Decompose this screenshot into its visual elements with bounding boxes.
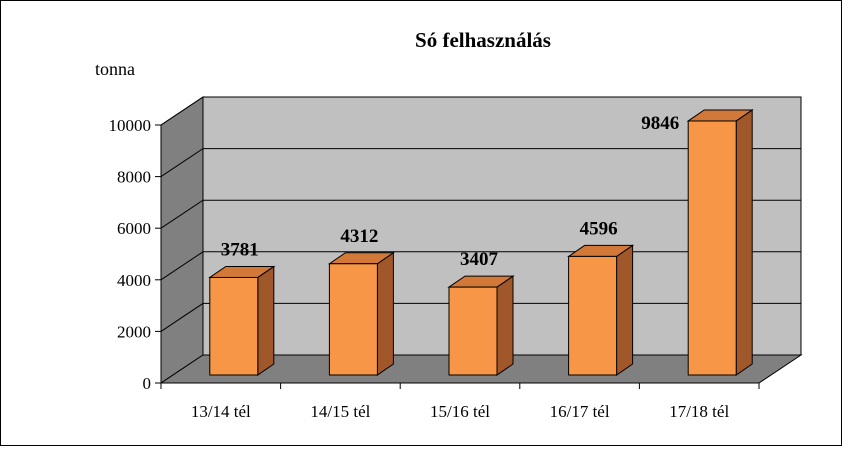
bar-front: [328, 263, 378, 376]
bar-side: [616, 244, 634, 376]
data-label: 4596: [580, 218, 618, 239]
side-wall: [160, 96, 204, 384]
data-label: 3407: [460, 249, 499, 270]
labels: 3781 13/14 tél 4312 14/15 tél 3407 15/16 tél 4…: [191, 113, 730, 421]
bar: [686, 109, 754, 376]
data-label: 9846: [641, 113, 679, 134]
y-tick-label: 4000: [117, 271, 151, 290]
gridline: [160, 148, 801, 178]
x-tick-label: 16/17 tél: [550, 402, 610, 421]
bar: [208, 265, 276, 376]
bar-side: [376, 251, 394, 376]
bar: [447, 275, 515, 376]
bar-side: [257, 265, 275, 376]
x-tick-label: 17/18 tél: [669, 402, 729, 421]
chart-title: Só felhasználás: [415, 28, 551, 52]
bar-side: [496, 275, 514, 376]
y-tick-label: 8000: [117, 168, 151, 187]
bar-front: [448, 286, 498, 376]
y-axis-label: tonna: [95, 59, 135, 79]
y-tick-label: 10000: [109, 116, 152, 135]
data-label: 3781: [221, 239, 259, 260]
x-tick-label: 14/15 tél: [310, 402, 370, 421]
bar-front: [209, 276, 259, 376]
bars: [208, 109, 754, 376]
bar-front: [687, 120, 737, 376]
axes: 0 2000 4000 6000 8000 10000: [109, 116, 760, 393]
bar-side: [735, 109, 753, 376]
bar: [566, 244, 635, 376]
x-tick-label: 13/14 tél: [191, 402, 251, 421]
y-tick-label: 2000: [117, 322, 151, 341]
gridline: [160, 96, 204, 126]
y-tick-label: 0: [143, 374, 152, 393]
gridline: [160, 199, 801, 229]
data-label: 4312: [340, 226, 378, 247]
y-tick-label: 6000: [117, 219, 151, 238]
bar: [327, 251, 396, 376]
bar-front: [568, 255, 618, 376]
x-tick-label: 15/16 tél: [430, 402, 490, 421]
